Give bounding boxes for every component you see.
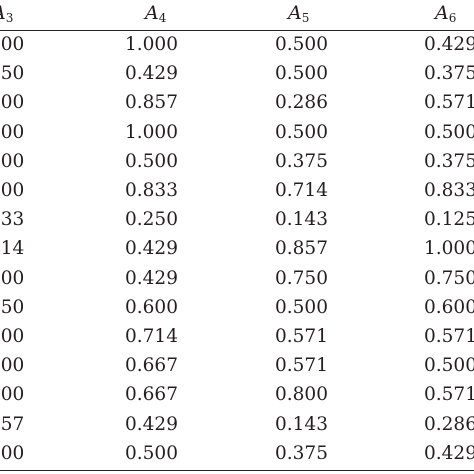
table-row: 750 0.600 0.500 0.600 <box>0 295 474 321</box>
table-cell: 0.833 <box>424 180 474 201</box>
table-cell: 0.286 <box>275 92 328 114</box>
table-cell: 857 <box>0 413 25 435</box>
table-cell: 0.250 <box>125 209 178 231</box>
table-cell: 000 <box>0 384 25 406</box>
table-row: 714 0.429 0.857 1.000 <box>0 236 474 262</box>
table-cell: 0.571 <box>424 326 474 347</box>
table-cell: 0.429 <box>125 238 178 260</box>
table-cell: 0.375 <box>275 442 328 464</box>
table-cell: 333 <box>0 209 25 231</box>
table-cell: 0.857 <box>275 238 328 260</box>
table-cell: 0.800 <box>275 384 328 406</box>
table-cell: 0.750 <box>275 267 328 289</box>
table-row: 500 0.500 0.375 0.429 <box>0 441 474 467</box>
table-header-row: A3 A4 A5 A6 <box>0 0 474 30</box>
table-cell: 0.500 <box>275 121 328 143</box>
table-row: 000 0.857 0.286 0.571 <box>0 90 474 116</box>
table-cell: 0.375 <box>424 150 474 172</box>
table-row: 750 0.429 0.500 0.375 <box>0 61 474 87</box>
table-cell: 000 <box>0 92 25 114</box>
table-cell: 0.375 <box>275 150 328 172</box>
table-cell: 0.429 <box>125 267 178 289</box>
table-cell: 0.600 <box>125 296 178 318</box>
table-row: 000 0.833 0.714 0.833 <box>0 178 474 204</box>
table-cell: 750 <box>0 296 25 318</box>
table-cell: 0.667 <box>125 355 178 377</box>
table-cell: 0.750 <box>424 267 474 289</box>
table-cell: 0.500 <box>275 34 328 55</box>
header-a4: A4 <box>145 2 167 25</box>
table-cell: 000 <box>0 150 25 172</box>
table-row: 000 0.714 0.571 0.571 <box>0 324 474 350</box>
table-cell: 0.500 <box>424 121 474 143</box>
table-cell: 0.500 <box>424 355 474 377</box>
table-cell: 0.600 <box>424 296 474 318</box>
table-cell: 0.500 <box>125 150 178 172</box>
table-cell: 500 <box>0 442 25 464</box>
table-cell: 0.286 <box>424 413 474 435</box>
table-cell: 1.000 <box>125 121 178 143</box>
bottom-rule <box>0 470 474 471</box>
table-cell: 0.429 <box>125 63 178 85</box>
table-row: 800 0.667 0.571 0.500 <box>0 353 474 379</box>
table-cell: 000 <box>0 326 25 347</box>
table-row: 500 0.429 0.750 0.750 <box>0 266 474 292</box>
table-cell: 0.125 <box>424 209 474 231</box>
table-cell: 1.000 <box>125 34 178 55</box>
table-cell: 0.857 <box>125 92 178 114</box>
table-cell: 0.714 <box>125 326 178 347</box>
header-a3: A3 <box>0 2 14 25</box>
table-cell: 750 <box>0 63 25 85</box>
table-row: 000 0.500 0.375 0.375 <box>0 149 474 175</box>
table-cell: 0.429 <box>424 442 474 464</box>
table-cell: 1.000 <box>424 238 474 260</box>
table-cell: 0.375 <box>424 63 474 85</box>
table-cell: 0.714 <box>275 180 328 201</box>
table-cell: 0.500 <box>275 63 328 85</box>
table-cell: 0.500 <box>125 442 178 464</box>
table-cell: 714 <box>0 238 25 260</box>
table-cell: 0.833 <box>125 180 178 201</box>
table-cell: 800 <box>0 355 25 377</box>
table-row: 500 1.000 0.500 0.500 <box>0 120 474 146</box>
header-a5: A5 <box>288 2 310 25</box>
table-cell: 000 <box>0 180 25 201</box>
table-cell: 500 <box>0 121 25 143</box>
table-cell: 0.571 <box>275 326 328 347</box>
table-cell: 000 <box>0 34 25 55</box>
table-cell: 0.143 <box>275 209 328 231</box>
table-cell: 0.429 <box>424 34 474 55</box>
table-cell: 0.143 <box>275 413 328 435</box>
table-cell: 0.571 <box>424 384 474 406</box>
table-cell: 0.667 <box>125 384 178 406</box>
table-row: 333 0.250 0.143 0.125 <box>0 207 474 233</box>
table-cell: 0.429 <box>125 413 178 435</box>
header-rule <box>0 30 474 31</box>
table-cell: 500 <box>0 267 25 289</box>
table-row: 857 0.429 0.143 0.286 <box>0 412 474 438</box>
table-cell: 0.571 <box>275 355 328 377</box>
header-a6: A6 <box>435 2 457 25</box>
table-cell: 0.571 <box>424 92 474 114</box>
table-cell: 0.500 <box>275 296 328 318</box>
table-row: 000 0.667 0.800 0.571 <box>0 382 474 408</box>
table-row: 000 1.000 0.500 0.429 <box>0 32 474 58</box>
